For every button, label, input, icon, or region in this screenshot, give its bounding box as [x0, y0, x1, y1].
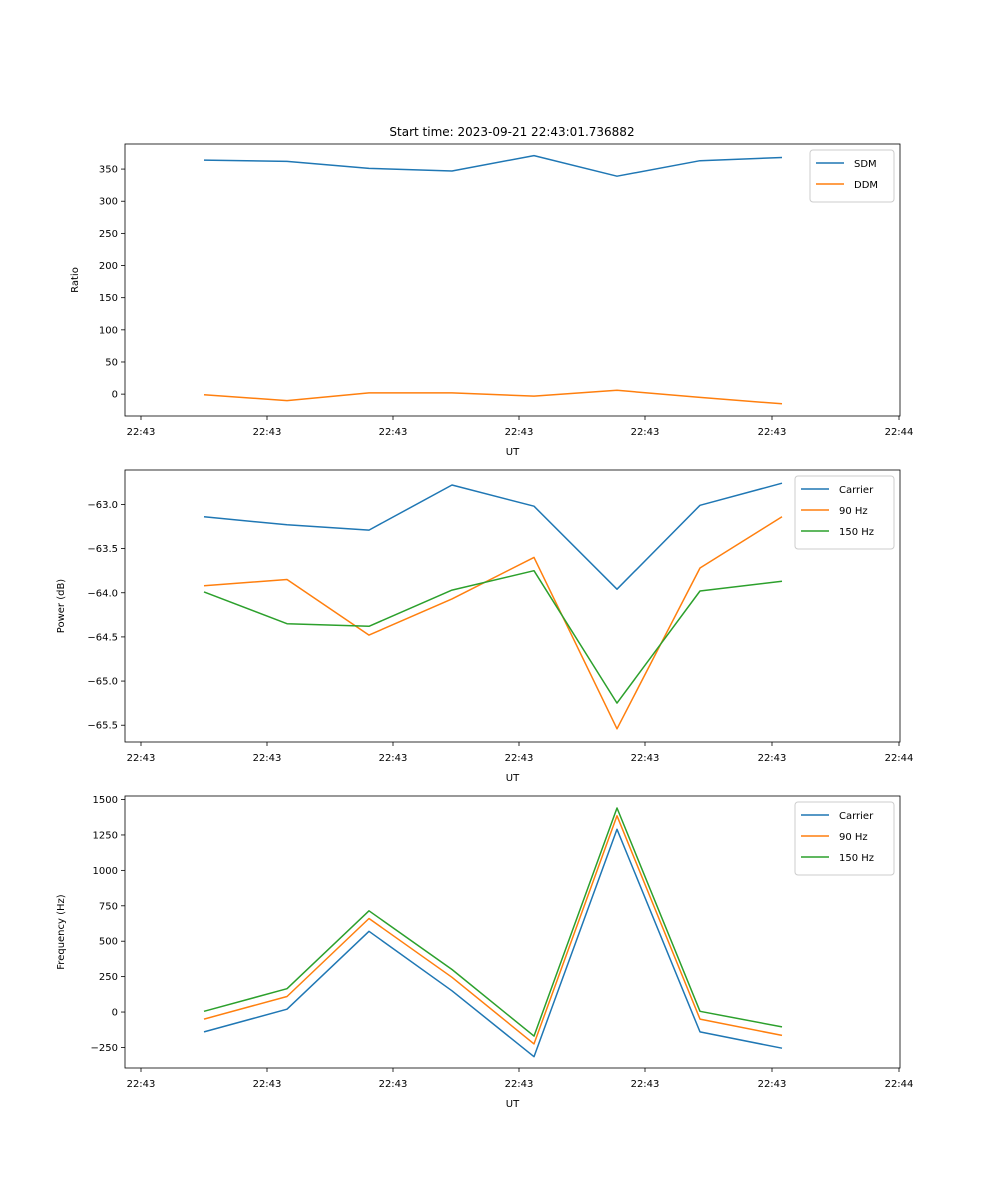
x-tick-label: 22:43	[631, 753, 660, 764]
legend-box	[809, 149, 895, 203]
series-line-150-hz	[203, 569, 783, 704]
series-line-90-hz	[203, 516, 783, 730]
y-tick-label: 500	[99, 937, 118, 948]
y-tick-label: 150	[99, 293, 118, 304]
x-tick-label: 22:43	[505, 427, 534, 438]
chart-panel-1: 0 50 100 150 200 250 300 350 22:43 22:43 22:43 22:4…	[70, 143, 914, 458]
y-tick-label: 100	[99, 325, 118, 336]
x-tick-label: 22:44	[885, 1079, 914, 1090]
y-tick-label: 1500	[93, 795, 118, 806]
x-tick-label: 22:43	[379, 1079, 408, 1090]
y-tick-label: 250	[99, 972, 118, 983]
x-axis-label: UT	[506, 1099, 520, 1110]
y-tick-label: −63.5	[87, 544, 118, 555]
legend-label: 90 Hz	[839, 506, 868, 517]
legend-label: Carrier	[839, 485, 874, 496]
legend-label: SDM	[854, 159, 877, 170]
chart-panel-3: 1500 1250 1000 750 500 250 0 −250 22:43 22:43 22:4…	[56, 795, 913, 1110]
y-tick-label: 1000	[93, 866, 118, 877]
series-line-150-hz	[203, 807, 783, 1037]
chart-panel-2: −63.0 −63.5 −64.0 −64.5 −65.0 −65.5 22:43 22:43…	[56, 469, 914, 784]
x-tick-label: 22:43	[631, 427, 660, 438]
x-tick-label: 22:44	[885, 427, 914, 438]
y-tick-label: −64.5	[87, 632, 118, 643]
x-axis-label: UT	[506, 447, 520, 458]
series-line-sdm	[203, 154, 783, 177]
series-line-90-hz	[203, 815, 783, 1045]
x-tick-label: 22:43	[379, 753, 408, 764]
x-tick-label: 22:43	[758, 1079, 787, 1090]
legend-label: 90 Hz	[839, 832, 868, 843]
y-axis-label: Ratio	[70, 267, 81, 293]
y-tick-label: 750	[99, 901, 118, 912]
x-tick-label: 22:43	[127, 1079, 156, 1090]
x-axis-label: UT	[506, 773, 520, 784]
x-tick-label: 22:43	[379, 427, 408, 438]
legend-label: Carrier	[839, 811, 874, 822]
series-line-carrier	[203, 828, 783, 1058]
series-line-carrier	[203, 482, 783, 590]
figure-title: Start time: 2023-09-21 22:43:01.736882	[389, 125, 634, 139]
y-tick-label: −64.0	[87, 588, 118, 599]
x-tick-label: 22:43	[758, 427, 787, 438]
x-tick-label: 22:43	[127, 753, 156, 764]
y-tick-label: 250	[99, 229, 118, 240]
y-tick-label: 350	[99, 165, 118, 176]
x-tick-label: 22:43	[505, 1079, 534, 1090]
x-tick-label: 22:43	[253, 753, 282, 764]
x-tick-label: 22:43	[505, 753, 534, 764]
axes-frame	[124, 143, 901, 417]
y-tick-label: 300	[99, 197, 118, 208]
y-tick-label: 1250	[93, 830, 118, 841]
x-tick-label: 22:43	[127, 427, 156, 438]
y-axis-label: Frequency (Hz)	[56, 894, 67, 970]
y-tick-label: 0	[112, 390, 118, 401]
y-tick-label: −65.5	[87, 721, 118, 732]
legend-label: 150 Hz	[839, 527, 874, 538]
y-tick-label: 0	[112, 1008, 118, 1019]
x-tick-label: 22:43	[758, 753, 787, 764]
y-tick-label: −65.0	[87, 677, 118, 688]
y-tick-label: 50	[105, 357, 118, 368]
legend-label: 150 Hz	[839, 853, 874, 864]
y-tick-label: −63.0	[87, 500, 118, 511]
x-tick-label: 22:44	[885, 753, 914, 764]
x-tick-label: 22:43	[253, 427, 282, 438]
series-line-ddm	[203, 389, 783, 405]
axes-frame	[124, 469, 901, 743]
x-tick-label: 22:43	[253, 1079, 282, 1090]
x-tick-label: 22:43	[631, 1079, 660, 1090]
y-tick-label: −250	[91, 1043, 118, 1054]
y-axis-label: Power (dB)	[56, 579, 67, 634]
y-tick-label: 200	[99, 261, 118, 272]
legend-label: DDM	[854, 180, 878, 191]
axes-frame	[124, 795, 901, 1069]
